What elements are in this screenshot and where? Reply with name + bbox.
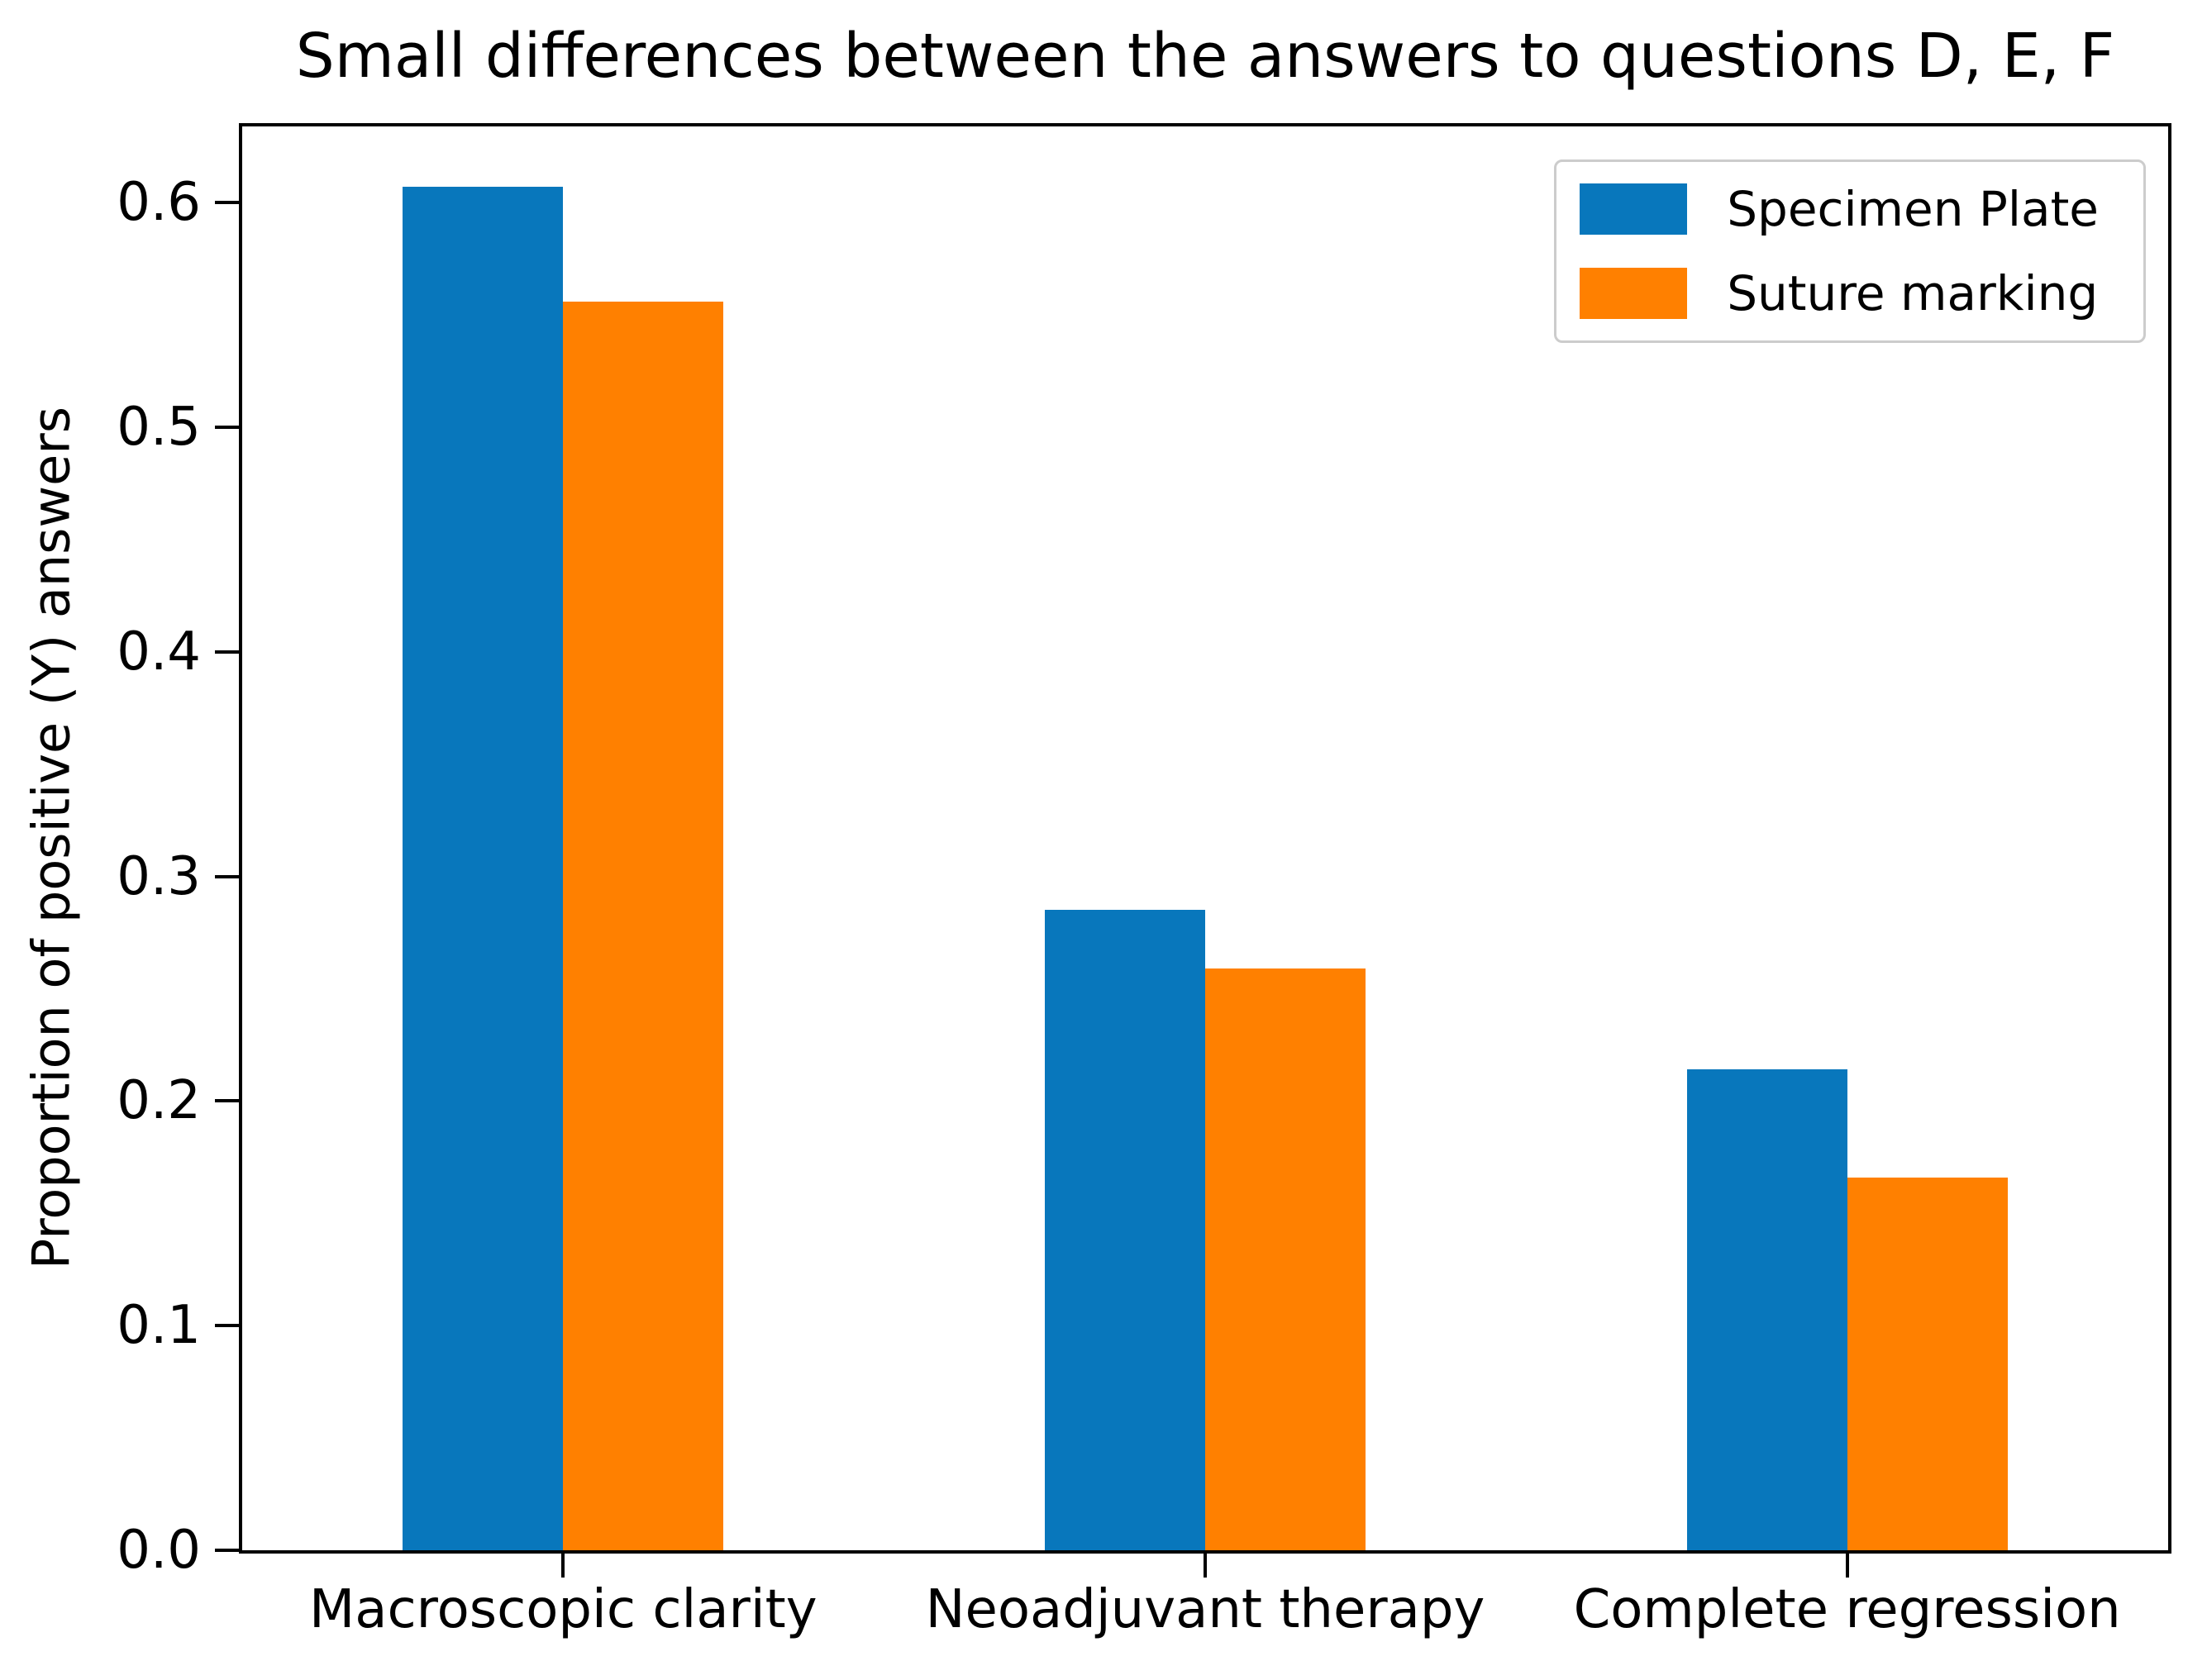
legend-label-suture-marking: Suture marking xyxy=(1727,265,2099,321)
x-category-label-neoadjuvant-therapy: Neoadjuvant therapy xyxy=(925,1579,1485,1640)
x-category-label-complete-regression: Complete regression xyxy=(1573,1579,2121,1640)
y-tick-mark xyxy=(215,1099,239,1103)
bar-suture-marking-macroscopic-clarity xyxy=(563,301,724,1550)
y-tick-label: 0.5 xyxy=(117,397,201,459)
y-tick-label: 0.2 xyxy=(117,1070,201,1132)
x-tick-mark xyxy=(561,1554,565,1578)
x-tick-mark xyxy=(1204,1554,1207,1578)
y-tick-mark xyxy=(215,426,239,430)
bar-specimen-plate-complete-regression xyxy=(1686,1069,1847,1550)
bar-specimen-plate-neoadjuvant-therapy xyxy=(1044,910,1205,1550)
y-tick-label: 0.0 xyxy=(117,1520,201,1581)
y-axis-label: Proportion of positive (Y) answers xyxy=(21,406,82,1270)
chart-title: Small differences between the answers to… xyxy=(295,21,2115,92)
y-tick-label: 0.6 xyxy=(117,172,201,234)
y-tick-label: 0.4 xyxy=(117,621,201,683)
y-tick-label: 0.3 xyxy=(117,845,201,907)
x-category-label-macroscopic-clarity: Macroscopic clarity xyxy=(309,1579,817,1640)
bar-suture-marking-complete-regression xyxy=(1847,1177,2008,1550)
legend-label-specimen-plate: Specimen Plate xyxy=(1727,181,2099,237)
y-tick-mark xyxy=(215,650,239,654)
bar-suture-marking-neoadjuvant-therapy xyxy=(1205,968,1366,1550)
y-tick-mark xyxy=(215,201,239,205)
legend: Specimen Plate Suture marking xyxy=(1554,159,2146,343)
plot-area: 0.0 0.1 0.2 0.3 0.4 0.5 0.6 Macroscopic clarit… xyxy=(117,123,2171,1636)
legend-swatch-specimen-plate xyxy=(1580,183,1688,235)
x-tick-mark xyxy=(1845,1554,1849,1578)
legend-item-suture-marking: Suture marking xyxy=(1580,268,2099,319)
y-tick-mark xyxy=(215,1324,239,1328)
legend-item-specimen-plate: Specimen Plate xyxy=(1580,183,2099,235)
bar-specimen-plate-macroscopic-clarity xyxy=(403,187,564,1550)
y-tick-label: 0.1 xyxy=(117,1295,201,1357)
y-tick-mark xyxy=(215,874,239,878)
legend-swatch-suture-marking xyxy=(1580,268,1688,319)
y-tick-mark xyxy=(215,1549,239,1552)
